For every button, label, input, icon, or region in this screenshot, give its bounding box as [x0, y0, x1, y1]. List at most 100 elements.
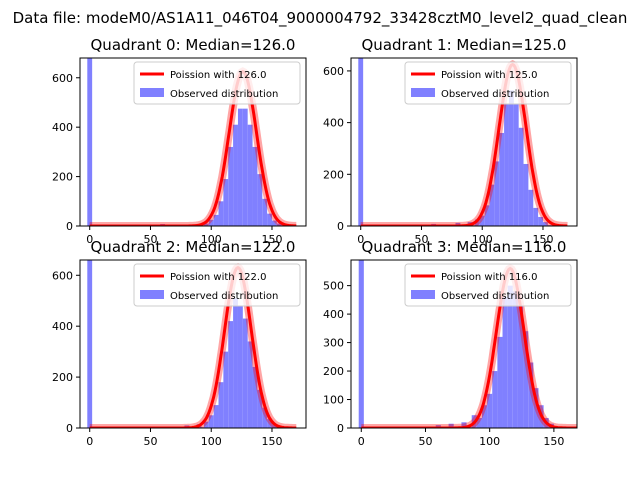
histogram-bar: [208, 415, 214, 428]
histogram-bar: [489, 184, 495, 226]
legend: Poission with 126.0 Observed distribution: [133, 61, 301, 105]
legend-bar-label: Observed distribution: [441, 89, 549, 100]
histogram-bar: [528, 362, 534, 428]
legend-bar-swatch: [411, 290, 435, 299]
subplot-title: Quadrant 0: Median=126.0: [91, 36, 296, 54]
histogram-bar: [533, 388, 539, 428]
histogram-bar: [267, 419, 272, 428]
histogram-bar: [247, 341, 253, 428]
histogram-bar-zero-bin: [358, 260, 364, 428]
plot-area: [358, 260, 577, 428]
axes-frame: [79, 259, 307, 429]
histogram-bar: [487, 393, 493, 428]
histogram-bar: [448, 423, 454, 428]
histogram-bar: [203, 223, 209, 226]
x-tick-label: 0: [357, 233, 364, 246]
x-tick-label: 50: [418, 435, 432, 448]
histogram-bar-zero-bin: [358, 58, 364, 226]
y-tick-label: 100: [323, 394, 344, 407]
histogram-bar: [513, 104, 519, 226]
axes-frame: [350, 259, 578, 429]
x-tick-label: 150: [532, 233, 553, 246]
legend-line-label: Poission with 122.0: [170, 272, 266, 283]
legend-bar-label: Observed distribution: [170, 89, 278, 100]
subplot-title: Quadrant 2: Median=122.0: [91, 238, 296, 256]
legend: Poission with 125.0 Observed distribution: [404, 61, 572, 105]
histogram-bar: [499, 132, 505, 226]
histogram-bar: [252, 146, 258, 226]
legend: Poission with 122.0 Observed distribution: [133, 263, 301, 307]
x-tick-label: 50: [143, 233, 157, 246]
histogram-bar: [218, 201, 224, 226]
histogram-bar: [276, 223, 282, 226]
histogram-bar: [213, 214, 219, 226]
legend-box: [133, 61, 301, 105]
y-tick-label: 400: [52, 320, 73, 333]
y-tick-label: 0: [337, 422, 344, 435]
subplot-quadrant-1: 0 50 100 150 0 200 400 600 Quadrant 1: Median=12…: [323, 36, 578, 246]
histogram-bar: [233, 124, 238, 226]
histogram-bar: [262, 407, 268, 428]
x-tick-label: 100: [201, 233, 222, 246]
histogram-bar: [502, 297, 508, 428]
x-tick-label: 150: [261, 233, 282, 246]
histogram-bar: [474, 219, 480, 226]
x-tick-label: 0: [358, 435, 365, 448]
histogram-bar: [223, 179, 229, 226]
histogram-bar: [252, 366, 258, 428]
x-tick-label: 100: [472, 233, 493, 246]
y-tick-label: 200: [52, 371, 73, 384]
y-tick-label: 0: [337, 220, 344, 233]
legend-box: [404, 263, 572, 307]
x-tick-label: 150: [261, 435, 282, 448]
histogram-bar: [528, 189, 534, 226]
poisson-curve-halo: [89, 263, 297, 428]
histogram-bar: [542, 222, 548, 226]
histogram-bar: [517, 305, 524, 428]
histogram-bar: [271, 424, 277, 428]
histogram-bar: [523, 331, 529, 428]
figure-suptitle: Data file: modeM0/AS1A11_046T04_90000047…: [13, 9, 628, 28]
histogram-bar: [518, 127, 524, 226]
poisson-curve-halo: [361, 263, 577, 428]
histogram-bar-zero-bin: [87, 260, 93, 428]
histogram-bar: [271, 220, 277, 226]
poisson-curve: [361, 266, 577, 428]
histogram-bar-zero-bin: [87, 58, 93, 226]
histogram-bar: [203, 421, 209, 428]
histogram-bar: [455, 222, 461, 226]
y-tick-label: 600: [52, 269, 73, 282]
axes-frame: [350, 57, 578, 227]
legend-bar-swatch: [411, 88, 435, 97]
y-tick-label: 400: [323, 308, 344, 321]
y-tick-label: 200: [323, 365, 344, 378]
x-tick-label: 150: [543, 435, 564, 448]
histogram-bar: [208, 219, 214, 226]
histogram-bar: [237, 108, 243, 226]
axes-frame: [79, 57, 307, 227]
x-tick-label: 50: [414, 233, 428, 246]
histogram-bar: [242, 108, 248, 226]
y-tick-label: 200: [52, 171, 73, 184]
subplot-title: Quadrant 1: Median=125.0: [362, 36, 567, 54]
x-tick-label: 50: [143, 435, 157, 448]
legend-line-label: Poission with 125.0: [441, 70, 537, 81]
histogram-bar: [242, 318, 248, 428]
x-tick-label: 0: [86, 435, 93, 448]
legend: Poission with 116.0 Observed distribution: [404, 263, 572, 307]
legend-bar-label: Observed distribution: [170, 291, 278, 302]
histogram-bar: [479, 215, 485, 226]
histogram-bar: [523, 163, 529, 226]
y-tick-label: 600: [323, 65, 344, 78]
subplot-title: Quadrant 3: Median=116.0: [362, 238, 567, 256]
legend-bar-label: Observed distribution: [441, 291, 549, 302]
histogram-bar: [507, 285, 513, 428]
legend-bar-swatch: [140, 88, 164, 97]
plot-area: [87, 260, 297, 428]
x-tick-label: 0: [86, 233, 93, 246]
histogram-bar: [504, 104, 509, 226]
y-tick-label: 400: [323, 117, 344, 130]
subplot-quadrant-0: 0 50 100 150 0 200 400 600 Quadrant 0: Median=12…: [52, 36, 307, 246]
histogram-bar: [257, 174, 263, 226]
